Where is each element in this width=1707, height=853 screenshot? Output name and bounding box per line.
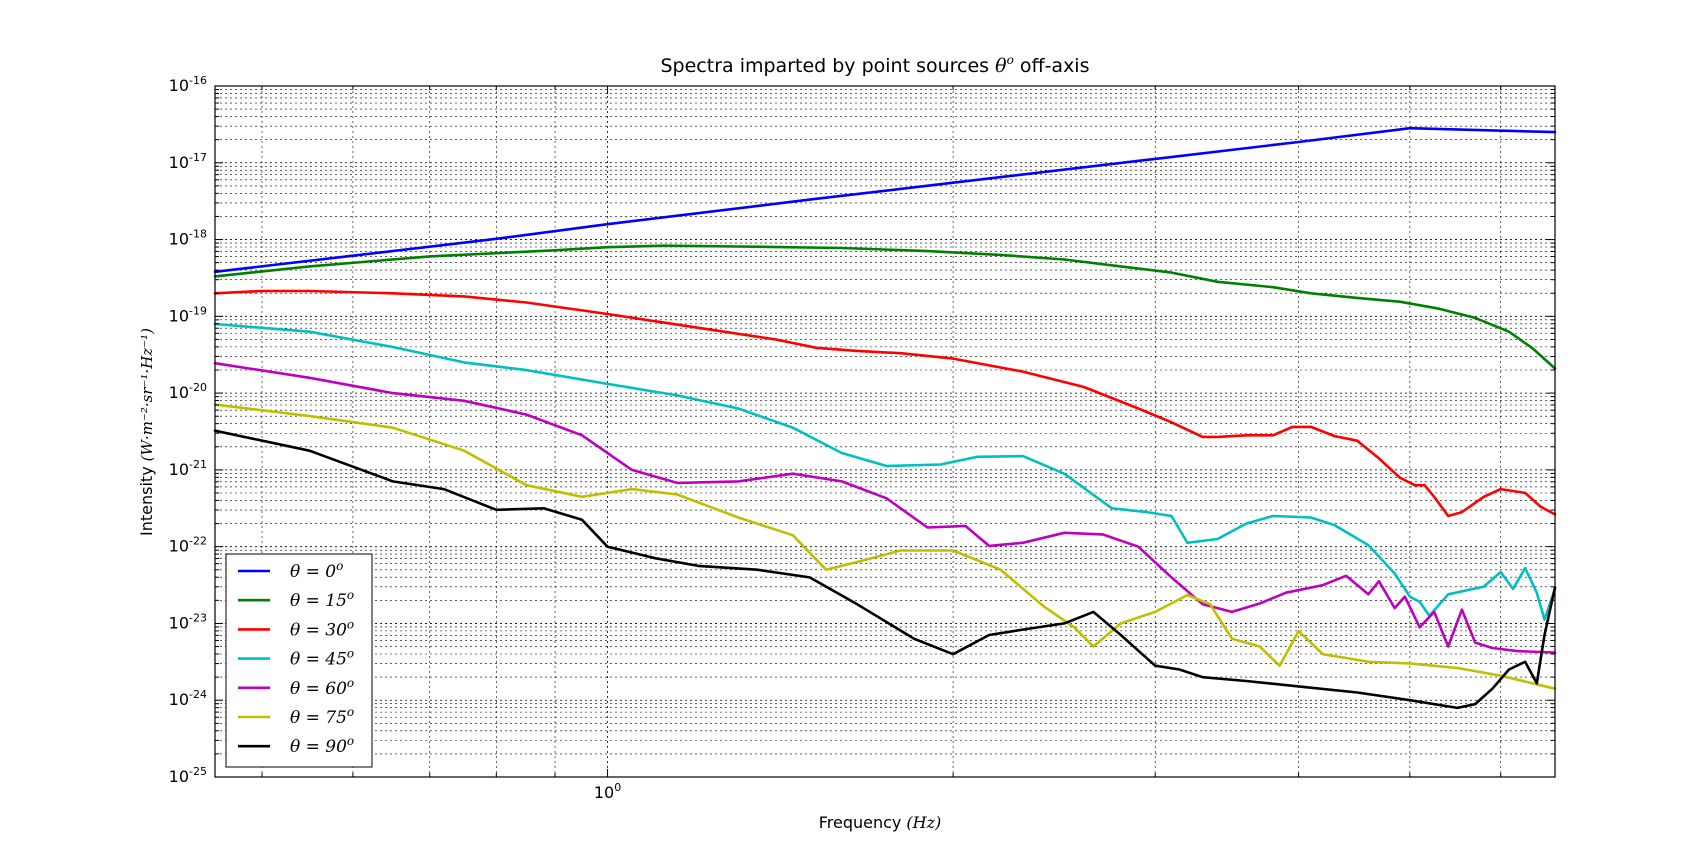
y-tick-label: 10-23 xyxy=(169,611,207,632)
y-tick-label: 10-25 xyxy=(169,765,207,786)
series-line-2 xyxy=(213,289,1557,518)
y-tick-label: 10-21 xyxy=(169,458,207,479)
legend-entry: θ = 45o xyxy=(290,647,354,670)
series-line-6 xyxy=(213,429,1557,710)
axis-ticks xyxy=(215,86,1555,778)
legend-entry: θ = 30o xyxy=(290,617,354,640)
plot-frame xyxy=(214,85,1556,778)
grid-lines xyxy=(215,86,1555,778)
legend: θ = 0o θ = 15o θ = 30o θ = 45o θ = 60o θ = 75… xyxy=(225,553,373,768)
x-axis-label: Frequency (Hz) xyxy=(819,813,942,832)
y-tick-label: 10-17 xyxy=(169,151,207,172)
legend-entry: θ = 0o xyxy=(290,559,343,582)
y-tick-label: 10-20 xyxy=(169,381,207,402)
chart-title: Spectra imparted by point sources θo off… xyxy=(661,53,1090,77)
series-line-5 xyxy=(213,403,1557,690)
series-layer xyxy=(213,126,1557,710)
legend-entry: θ = 75o xyxy=(290,705,354,728)
series-line-4 xyxy=(213,361,1557,654)
y-tick-label: 10-22 xyxy=(169,535,207,556)
y-tick-labels: 10-16 10-17 10-18 10-19 10-20 10-21 10-22 10-23… xyxy=(169,74,207,786)
x-tick-label: 100 xyxy=(594,781,621,802)
legend-entry: θ = 90o xyxy=(290,734,354,757)
y-tick-label: 10-19 xyxy=(169,304,207,325)
series-line-3 xyxy=(213,322,1557,621)
series-line-0 xyxy=(213,126,1557,274)
y-tick-label: 10-16 xyxy=(169,74,207,95)
x-tick-labels: 100 xyxy=(594,781,621,802)
y-tick-label: 10-24 xyxy=(169,688,207,709)
legend-entry: θ = 60o xyxy=(290,676,354,699)
series-line-1 xyxy=(213,244,1557,370)
y-axis-label: Intensity(W·m⁻²·sr⁻¹·Hz⁻¹) xyxy=(137,328,156,536)
legend-box xyxy=(225,553,373,768)
y-tick-label: 10-18 xyxy=(169,228,207,249)
legend-entry: θ = 15o xyxy=(290,588,354,611)
